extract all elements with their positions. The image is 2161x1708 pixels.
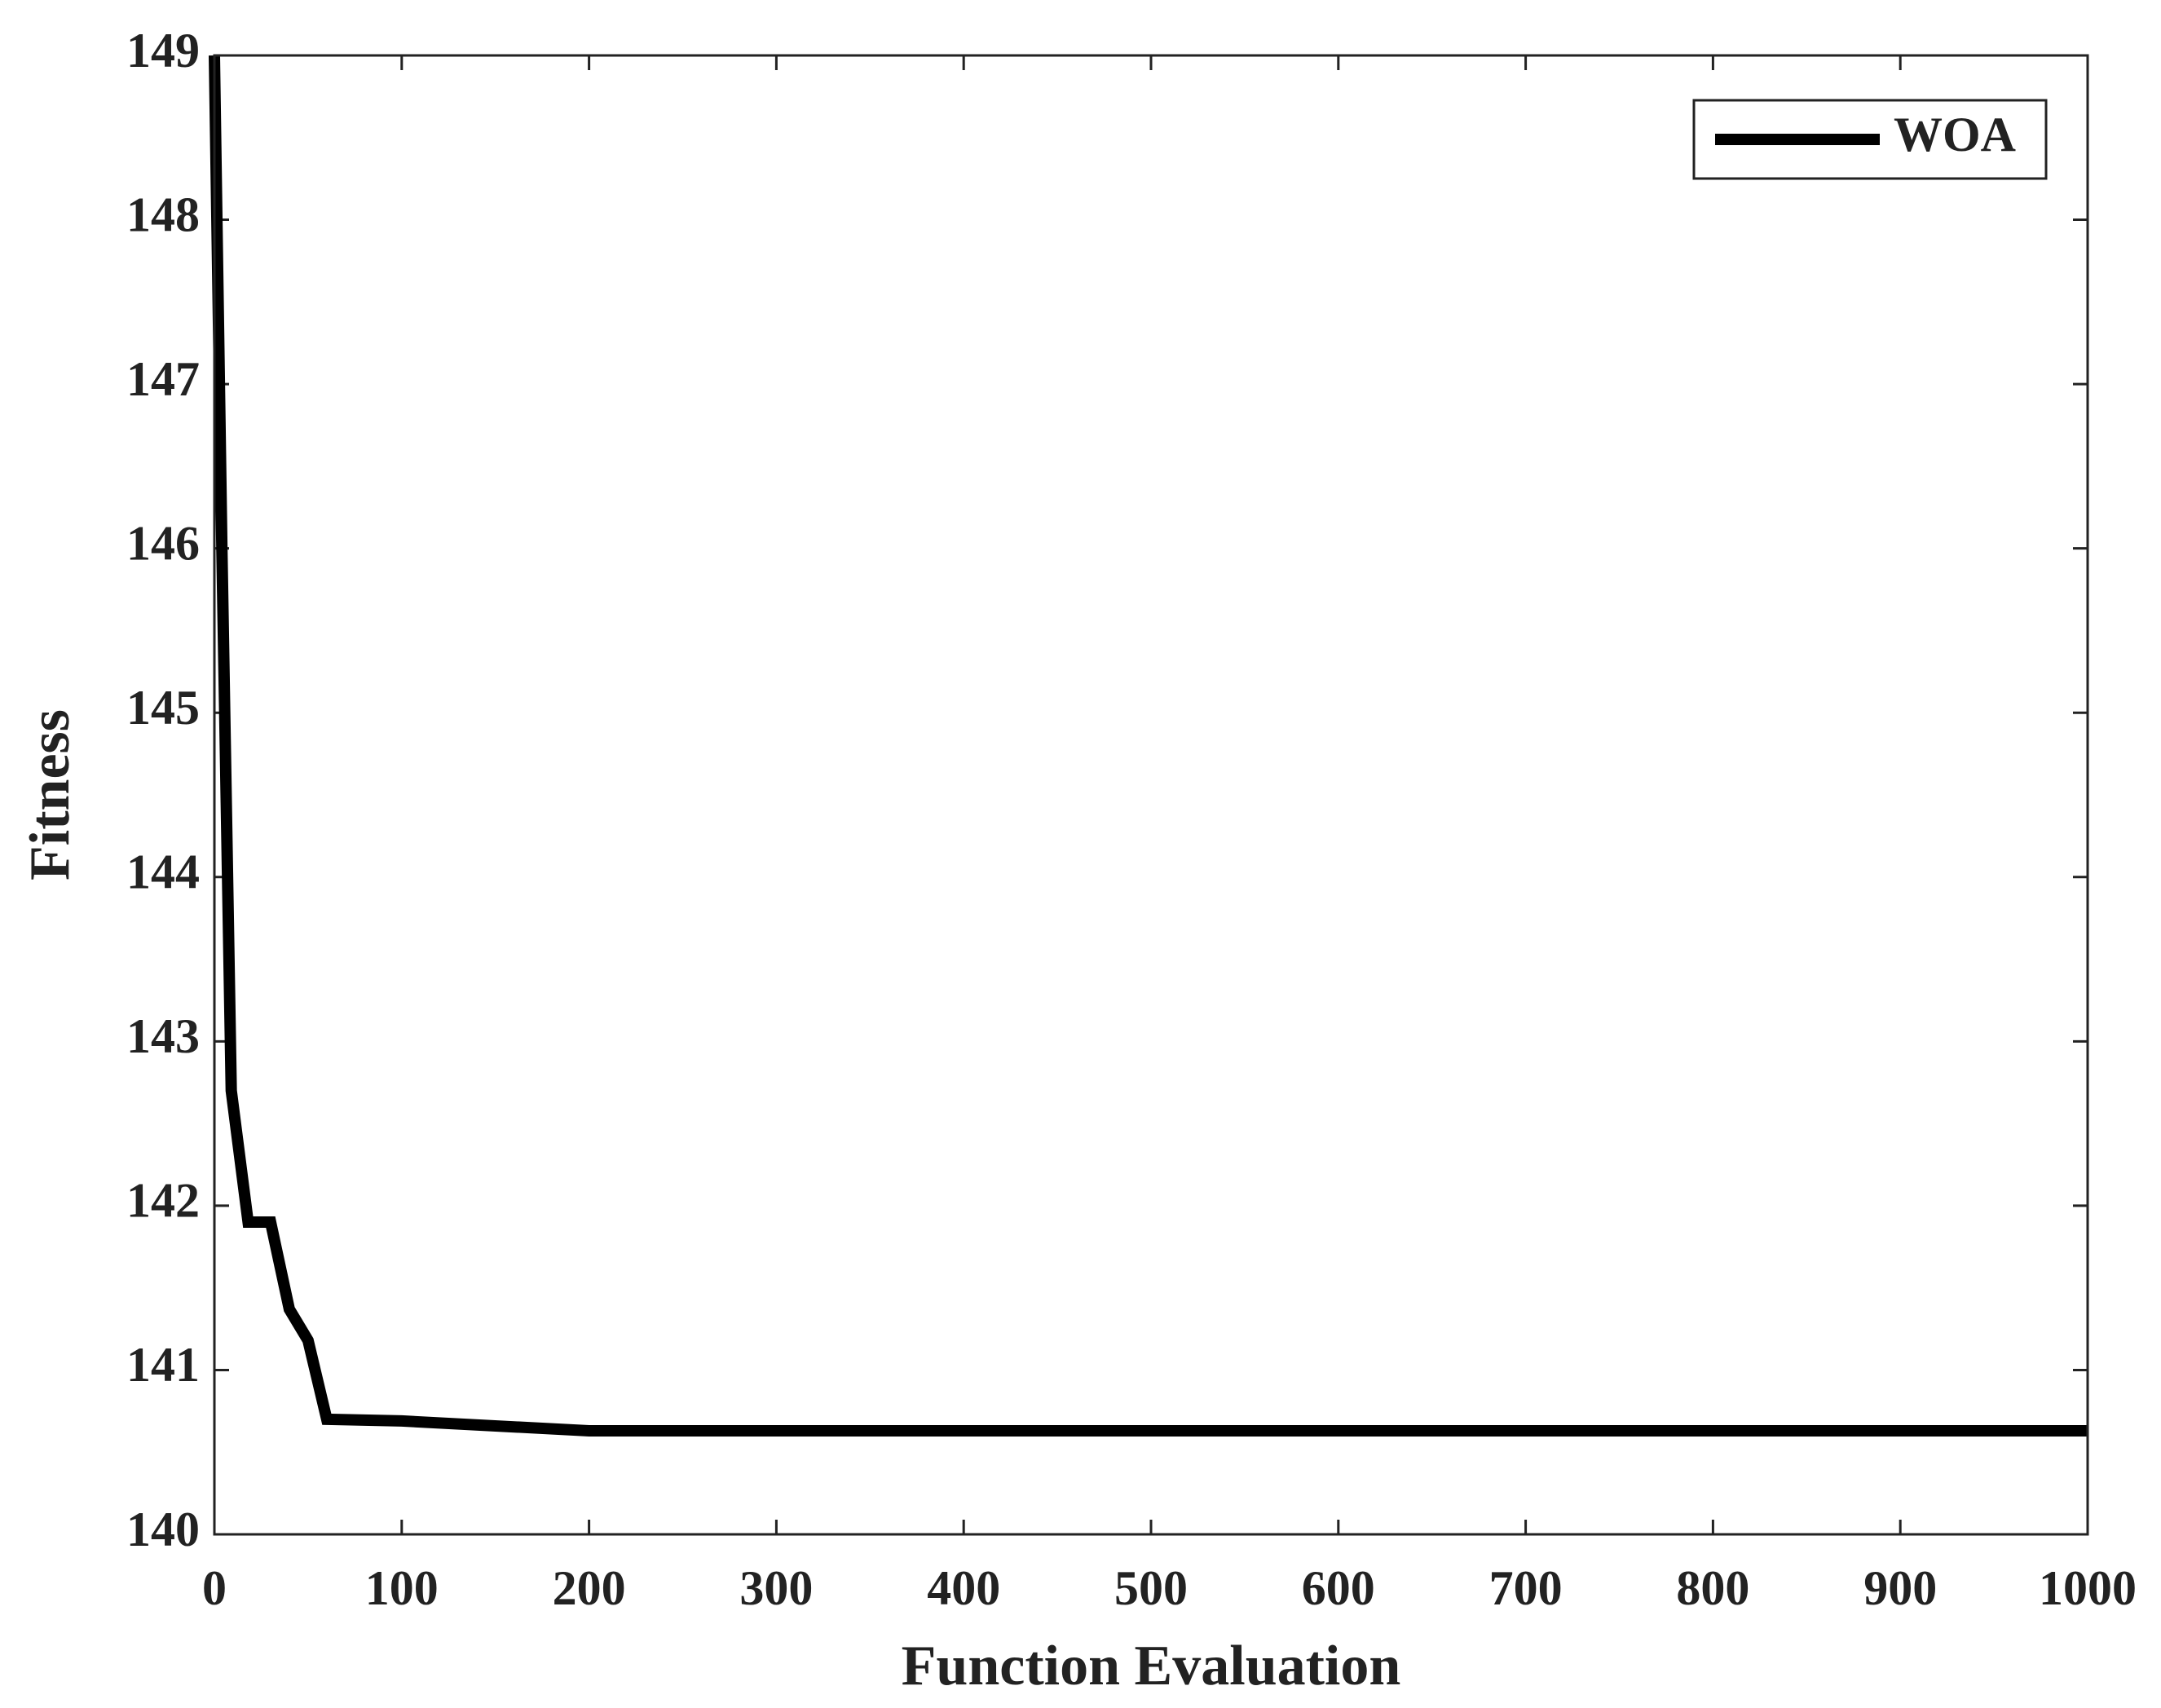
x-axis-label: Function Evaluation — [902, 1635, 1401, 1697]
plot-frame — [213, 54, 2089, 1536]
y-tick-label: 141 — [126, 1338, 200, 1392]
y-tick-label: 148 — [126, 188, 200, 241]
y-tick-label: 144 — [126, 845, 200, 899]
x-tick-label: 300 — [739, 1561, 813, 1615]
y-tick-label: 147 — [126, 352, 200, 406]
x-tick-label: 400 — [927, 1561, 1000, 1615]
x-tick-label: 500 — [1114, 1561, 1188, 1615]
x-tick-label: 900 — [1863, 1561, 1937, 1615]
x-tick-label: 100 — [365, 1561, 439, 1615]
y-tick-label: 142 — [126, 1174, 200, 1228]
x-tick-label: 700 — [1489, 1561, 1563, 1615]
y-tick-label: 145 — [126, 681, 200, 735]
x-tick-label: 200 — [553, 1561, 626, 1615]
data-line — [209, 55, 2088, 1437]
y-tick-label: 140 — [126, 1503, 200, 1556]
x-tick-label: 1000 — [2039, 1561, 2137, 1615]
y-tick-label: 146 — [126, 516, 200, 570]
legend-label: WOA — [1894, 108, 2016, 161]
x-tick-label: 800 — [1676, 1561, 1749, 1615]
y-tick-label: 143 — [126, 1009, 200, 1063]
x-tick-label: 600 — [1302, 1561, 1375, 1615]
x-tick-label: 0 — [202, 1561, 227, 1615]
y-tick-label: 149 — [126, 24, 200, 77]
y-axis-label: Fitness — [19, 709, 82, 880]
